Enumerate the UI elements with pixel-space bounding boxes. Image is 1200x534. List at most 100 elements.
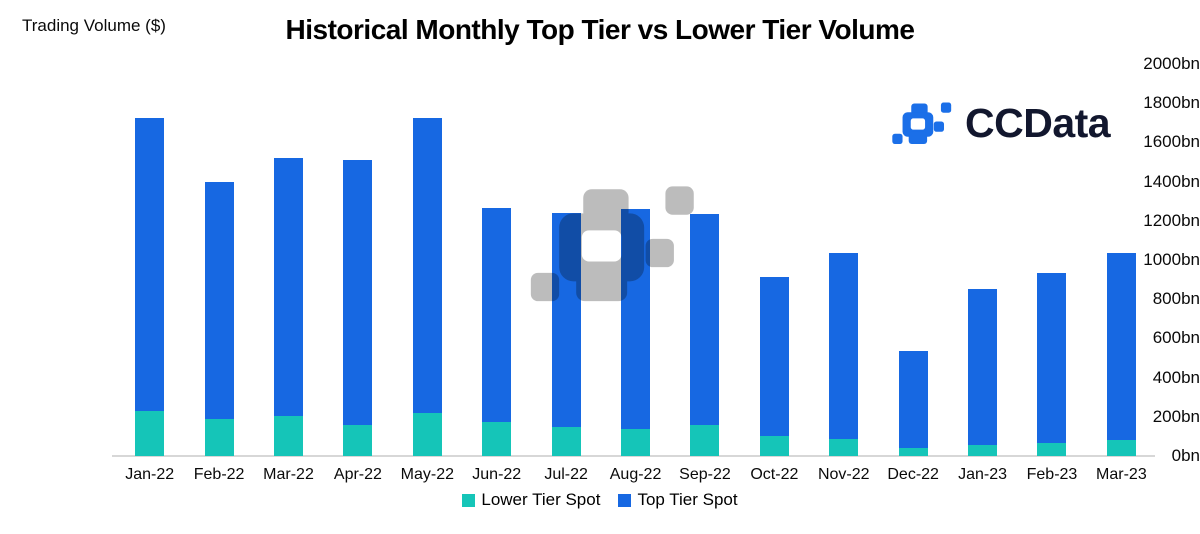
bar-column	[601, 64, 670, 456]
stacked-bar	[829, 253, 859, 456]
top-tier-segment	[759, 276, 789, 437]
y-tick-label: 200bn	[1152, 406, 1200, 426]
lower-tier-segment	[412, 412, 442, 456]
stacked-bar	[412, 117, 442, 456]
x-tick-label: Jan-22	[125, 466, 175, 483]
x-tick-label: Apr-22	[333, 466, 382, 483]
x-tick-label: Mar-22	[263, 466, 314, 483]
top-tier-segment	[1106, 253, 1136, 441]
bar-column	[531, 64, 600, 456]
x-axis-tick-labels: Jan-22 Feb-22 Mar-22 Apr-22 May-22 Jun-22 Jul-…	[115, 466, 1156, 484]
top-tier-segment	[968, 289, 998, 446]
lower-tier-segment	[551, 426, 581, 456]
x-tick-label: May-22	[400, 466, 454, 483]
top-tier-segment	[412, 117, 442, 413]
lower-tier-segment	[690, 424, 720, 456]
bar-column	[393, 64, 462, 456]
bar-column	[323, 64, 392, 456]
stacked-bar	[968, 289, 998, 456]
bar-column	[740, 64, 809, 456]
lower-tier-segment	[274, 415, 304, 456]
x-tick-label: Mar-23	[1096, 466, 1147, 483]
bar-column	[1017, 64, 1086, 456]
x-tick-label: Jun-22	[472, 466, 522, 483]
top-tier-segment	[551, 212, 581, 427]
top-tier-segment	[690, 213, 720, 425]
lower-tier-segment	[343, 424, 373, 456]
lower-tier-segment	[135, 410, 165, 456]
legend-item-lower-tier: Lower Tier Spot	[462, 490, 600, 510]
x-tick-label: Feb-23	[1026, 466, 1078, 483]
top-tier-segment	[343, 160, 373, 425]
bar-column	[948, 64, 1017, 456]
bar-column	[184, 64, 253, 456]
ccdata-logo-text: CCData	[965, 100, 1111, 146]
top-tier-segment	[135, 117, 165, 411]
bar-column	[115, 64, 184, 456]
lower-tier-segment	[829, 439, 859, 456]
legend-item-top-tier: Top Tier Spot	[618, 490, 738, 510]
y-tick-label: 1000bn	[1143, 250, 1200, 269]
y-tick-label: 1600bn	[1143, 132, 1200, 152]
stacked-bar	[898, 351, 928, 456]
x-axis-line	[112, 455, 1155, 457]
x-tick-label: Feb-22	[193, 466, 245, 483]
bar-column	[254, 64, 323, 456]
lower-tier-segment	[1037, 443, 1067, 456]
lower-tier-segment	[204, 418, 234, 456]
top-tier-segment	[621, 209, 651, 429]
legend-label-top-tier: Top Tier Spot	[637, 490, 738, 509]
lower-tier-segment	[621, 428, 651, 456]
lower-tier-segment	[482, 421, 512, 456]
x-tick-label: Jan-23	[958, 466, 1008, 483]
bar-plot-area	[115, 64, 1156, 456]
y-tick-label: 1400bn	[1143, 171, 1200, 191]
y-tick-label: 600bn	[1152, 328, 1200, 348]
x-tick-label: Dec-22	[887, 466, 939, 483]
lower-tier-swatch-icon	[462, 493, 476, 507]
top-tier-segment	[274, 158, 304, 416]
lower-tier-segment	[1106, 440, 1136, 456]
top-tier-segment	[1037, 272, 1067, 444]
bar-column	[670, 64, 739, 456]
stacked-bar	[1037, 272, 1067, 456]
bar-column	[878, 64, 947, 456]
stacked-bar	[759, 276, 789, 456]
top-tier-swatch-icon	[618, 493, 632, 507]
stacked-bar	[1106, 253, 1136, 456]
legend-label-lower-tier: Lower Tier Spot	[481, 490, 601, 509]
stacked-bar	[482, 208, 512, 456]
x-tick-label: Sep-22	[679, 466, 731, 483]
y-tick-label: 0bn	[1171, 446, 1200, 465]
stacked-bar	[204, 181, 234, 456]
lower-tier-segment	[898, 448, 928, 456]
bar-column	[1087, 64, 1156, 456]
top-tier-segment	[204, 181, 234, 419]
lower-tier-segment	[968, 445, 998, 456]
ccdata-mark-icon	[892, 102, 952, 144]
y-tick-label: 2000bn	[1143, 54, 1200, 73]
bar-column	[462, 64, 531, 456]
legend: Lower Tier Spot Top Tier Spot	[0, 490, 1200, 510]
stacked-bar	[621, 209, 651, 456]
x-tick-label: Nov-22	[817, 466, 870, 483]
top-tier-segment	[482, 208, 512, 422]
stacked-bar	[274, 158, 304, 456]
x-tick-label: Oct-22	[750, 466, 799, 483]
ccdata-logo: CCData	[891, 100, 1111, 146]
stacked-bar	[343, 160, 373, 456]
x-tick-label: Aug-22	[609, 466, 662, 483]
stacked-bar	[135, 117, 165, 456]
y-tick-label: 1800bn	[1143, 93, 1200, 113]
y-tick-label: 1200bn	[1143, 210, 1200, 230]
bar-column	[809, 64, 878, 456]
top-tier-segment	[898, 351, 928, 449]
stacked-bar	[690, 213, 720, 456]
y-tick-label: 400bn	[1152, 367, 1200, 387]
y-tick-label: 800bn	[1152, 289, 1200, 309]
y-axis-title: Trading Volume ($)	[22, 16, 166, 35]
stacked-bar	[551, 212, 581, 456]
top-tier-segment	[829, 253, 859, 440]
x-tick-label: Jul-22	[544, 466, 588, 483]
